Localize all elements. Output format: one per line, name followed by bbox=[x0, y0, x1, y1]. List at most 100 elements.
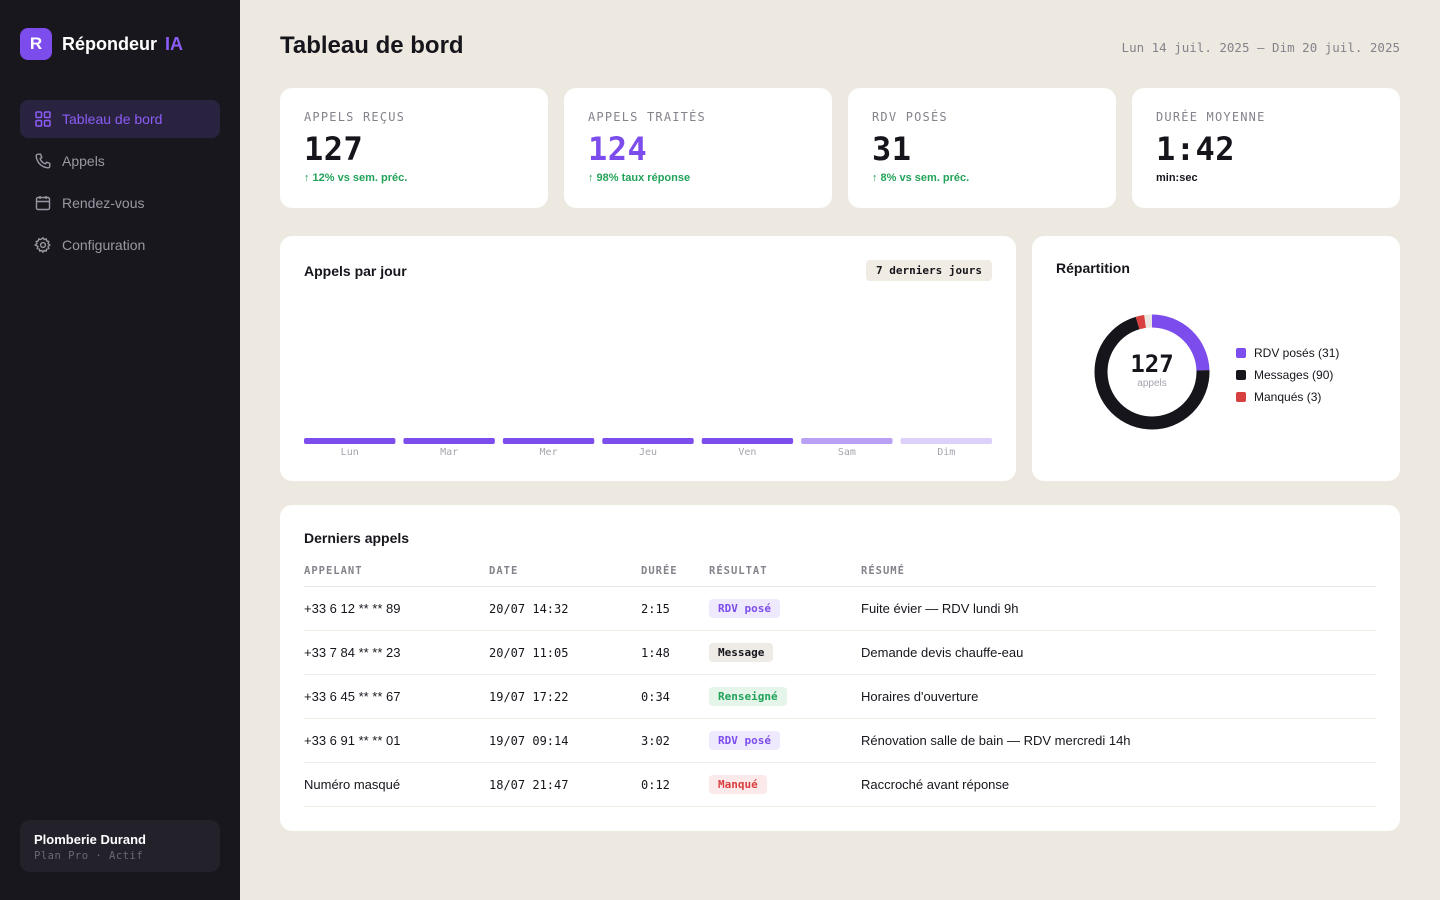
sidebar-item-label: Rendez-vous bbox=[62, 195, 145, 211]
result-badge: Message bbox=[709, 643, 774, 662]
stat-card-appointments: RDV POSÉS 31 ↑ 8% vs sem. préc. bbox=[848, 88, 1116, 208]
donut-total: 127 bbox=[1130, 350, 1174, 378]
stat-label: RDV POSÉS bbox=[872, 110, 948, 124]
stat-value: 1:42 bbox=[1156, 130, 1236, 168]
result-cell: RDV posé bbox=[709, 731, 861, 750]
bar-jeu[interactable] bbox=[602, 438, 694, 444]
x-tick-label: Sam bbox=[838, 447, 856, 458]
stat-value: 127 bbox=[304, 130, 364, 168]
stat-value: 124 bbox=[588, 130, 648, 168]
summary-cell: Raccroché avant réponse bbox=[861, 777, 1010, 792]
recent-calls-table: APPELANT DATE DURÉE RÉSULTAT RÉSUMÉ +33 … bbox=[304, 557, 1376, 807]
sidebar-nav: Tableau de bord Appels Rendez-vous Confi… bbox=[20, 100, 220, 268]
table-row[interactable]: +33 7 84 ** ** 23 20/07 11:05 1:48 Messa… bbox=[304, 631, 1376, 675]
daily-calls-card: Appels par jour 7 derniers jours Lun Mar M… bbox=[280, 236, 1016, 481]
column-header-result[interactable]: RÉSULTAT bbox=[709, 564, 768, 577]
table-header: APPELANT DATE DURÉE RÉSULTAT RÉSUMÉ bbox=[304, 557, 1376, 587]
account-card[interactable]: Plomberie Durand Plan Pro · Actif bbox=[20, 820, 220, 872]
card-title: Appels par jour bbox=[304, 263, 407, 279]
donut-unit: appels bbox=[1137, 378, 1167, 389]
daily-calls-chart: Lun Mar Mer Jeu Ven Sam Dim bbox=[304, 438, 992, 458]
period-chip[interactable]: 7 derniers jours bbox=[866, 260, 992, 281]
x-tick-label: Lun bbox=[341, 447, 359, 458]
result-cell: Renseigné bbox=[709, 687, 861, 706]
bar-mar[interactable] bbox=[403, 438, 495, 444]
sidebar-item-appointments[interactable]: Rendez-vous bbox=[20, 184, 220, 222]
date-range[interactable]: Lun 14 juil. 2025 — Dim 20 juil. 2025 bbox=[1121, 40, 1400, 55]
x-tick-label: Ven bbox=[738, 447, 756, 458]
stat-label: DURÉE MOYENNE bbox=[1156, 110, 1266, 124]
sidebar-item-configuration[interactable]: Configuration bbox=[20, 226, 220, 264]
legend-item: Manqués (3) bbox=[1236, 386, 1339, 408]
bar-ven[interactable] bbox=[701, 438, 794, 444]
legend-label: Messages (90) bbox=[1254, 368, 1334, 382]
stat-card-calls-handled: APPELS TRAITÉS 124 ↑ 98% taux réponse bbox=[564, 88, 832, 208]
sidebar-item-calls[interactable]: Appels bbox=[20, 142, 220, 180]
brand-logo: R bbox=[20, 28, 52, 60]
account-plan: Plan Pro · Actif bbox=[34, 850, 144, 862]
table-row[interactable]: +33 6 91 ** ** 01 19/07 09:14 3:02 RDV p… bbox=[304, 719, 1376, 763]
brand-name: Répondeur bbox=[62, 33, 158, 54]
column-header-summary[interactable]: RÉSUMÉ bbox=[861, 564, 905, 577]
column-header-date[interactable]: DATE bbox=[489, 564, 519, 577]
bar-lun[interactable] bbox=[304, 438, 396, 444]
bar-sam[interactable] bbox=[801, 438, 893, 444]
stat-label: APPELS REÇUS bbox=[304, 110, 406, 124]
phone-icon bbox=[35, 153, 51, 169]
duration-cell: 1:48 bbox=[641, 645, 670, 660]
date-cell: 18/07 21:47 bbox=[489, 777, 569, 792]
result-badge: Renseigné bbox=[709, 687, 787, 706]
sidebar-item-label: Appels bbox=[62, 153, 105, 169]
page-title: Tableau de bord bbox=[280, 32, 464, 59]
brand-suffix: IA bbox=[165, 33, 184, 54]
summary-cell: Demande devis chauffe-eau bbox=[861, 645, 1024, 660]
date-cell: 20/07 14:32 bbox=[489, 601, 569, 616]
result-badge: RDV posé bbox=[709, 599, 780, 618]
duration-cell: 2:15 bbox=[641, 601, 670, 616]
result-cell: Manqué bbox=[709, 775, 861, 794]
stat-trend: ↑ 8% vs sem. préc. bbox=[872, 172, 970, 184]
column-header-duration[interactable]: DURÉE bbox=[641, 564, 678, 577]
sidebar: R Répondeur IA Tableau de bord Appels Re… bbox=[0, 0, 240, 900]
legend-item: Messages (90) bbox=[1236, 364, 1339, 386]
date-cell: 20/07 11:05 bbox=[489, 645, 569, 660]
brand[interactable]: R Répondeur IA bbox=[20, 28, 183, 60]
legend-label: Manqués (3) bbox=[1254, 390, 1322, 404]
table-row[interactable]: +33 6 12 ** ** 89 20/07 14:32 2:15 RDV p… bbox=[304, 587, 1376, 631]
bar-mer[interactable] bbox=[502, 438, 595, 444]
result-cell: RDV posé bbox=[709, 599, 861, 618]
sidebar-item-label: Configuration bbox=[62, 237, 146, 253]
caller-cell: +33 6 91 ** ** 01 bbox=[304, 733, 401, 748]
distribution-donut bbox=[1094, 314, 1210, 430]
caller-cell: +33 6 12 ** ** 89 bbox=[304, 601, 401, 616]
x-tick-label: Mar bbox=[440, 447, 458, 458]
bar-dim[interactable] bbox=[900, 438, 992, 444]
stat-trend: ↑ 12% vs sem. préc. bbox=[304, 172, 408, 184]
x-tick-label: Dim bbox=[937, 447, 955, 458]
distribution-card: Répartition 127 appels RDV posés (31) Me… bbox=[1032, 236, 1400, 481]
column-header-caller[interactable]: APPELANT bbox=[304, 564, 363, 577]
summary-cell: Fuite évier — RDV lundi 9h bbox=[861, 601, 1019, 616]
stat-unit: min:sec bbox=[1156, 172, 1198, 184]
card-title: Répartition bbox=[1056, 260, 1130, 276]
date-cell: 19/07 17:22 bbox=[489, 689, 569, 704]
result-cell: Message bbox=[709, 643, 861, 662]
legend-label: RDV posés (31) bbox=[1254, 346, 1340, 360]
calendar-icon bbox=[35, 196, 51, 211]
donut-segment[interactable] bbox=[1094, 314, 1210, 430]
caller-cell: Numéro masqué bbox=[304, 777, 401, 792]
table-row[interactable]: +33 6 45 ** ** 67 19/07 17:22 0:34 Rense… bbox=[304, 675, 1376, 719]
result-badge: RDV posé bbox=[709, 731, 780, 750]
gear-icon bbox=[34, 236, 51, 254]
sidebar-item-label: Tableau de bord bbox=[62, 111, 163, 127]
sidebar-item-dashboard[interactable]: Tableau de bord bbox=[20, 100, 220, 138]
legend-swatch bbox=[1236, 370, 1246, 380]
distribution-legend: RDV posés (31) Messages (90) Manqués (3) bbox=[1236, 342, 1339, 408]
stat-value: 31 bbox=[872, 130, 912, 168]
legend-swatch bbox=[1236, 348, 1246, 358]
result-badge: Manqué bbox=[709, 775, 767, 794]
stat-card-calls-received: APPELS REÇUS 127 ↑ 12% vs sem. préc. bbox=[280, 88, 548, 208]
table-row[interactable]: Numéro masqué 18/07 21:47 0:12 Manqué Ra… bbox=[304, 763, 1376, 807]
donut-segment[interactable] bbox=[1094, 314, 1210, 430]
stat-trend: ↑ 98% taux réponse bbox=[588, 172, 691, 184]
